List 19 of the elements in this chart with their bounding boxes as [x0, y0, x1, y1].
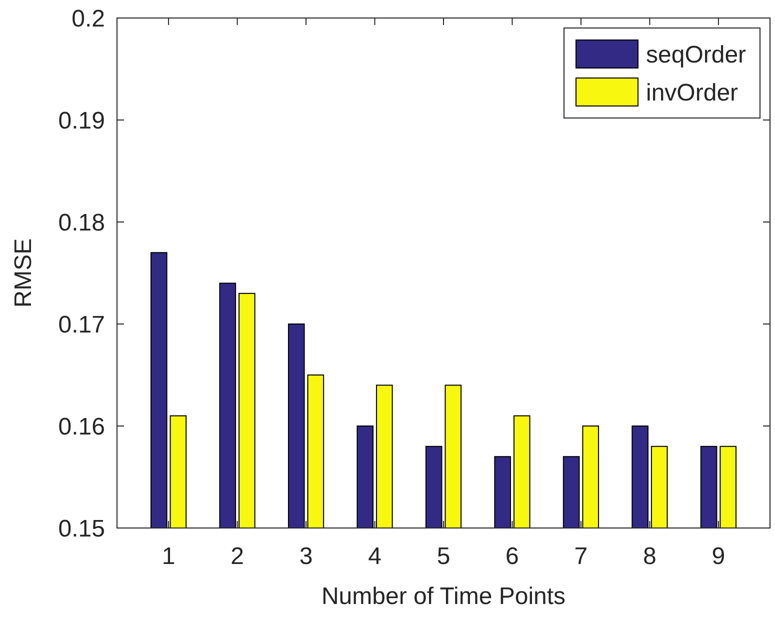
y-tick-label: 0.17: [58, 311, 105, 338]
x-tick-label: 2: [230, 543, 244, 570]
x-tick-label: 1: [162, 543, 176, 570]
x-tick-label: 6: [506, 543, 519, 570]
x-axis-title: Number of Time Points: [321, 583, 566, 610]
x-tick-label: 8: [643, 543, 656, 570]
x-tick-label: 4: [368, 543, 382, 570]
y-tick-label: 0.18: [58, 209, 105, 236]
legend-label: seqOrder: [646, 41, 746, 68]
y-tick-label: 0.15: [58, 515, 105, 542]
x-tick-label: 3: [299, 543, 313, 570]
x-tick-label: 9: [712, 543, 726, 570]
legend-label: invOrder: [646, 79, 738, 106]
y-axis-title: RMSE: [10, 238, 37, 308]
y-tick-label: 0.16: [58, 413, 105, 440]
x-tick-label: 5: [436, 543, 450, 570]
y-tick-label: 0.2: [72, 5, 105, 32]
y-tick-label: 0.19: [58, 107, 105, 134]
x-tick-label: 7: [574, 543, 588, 570]
